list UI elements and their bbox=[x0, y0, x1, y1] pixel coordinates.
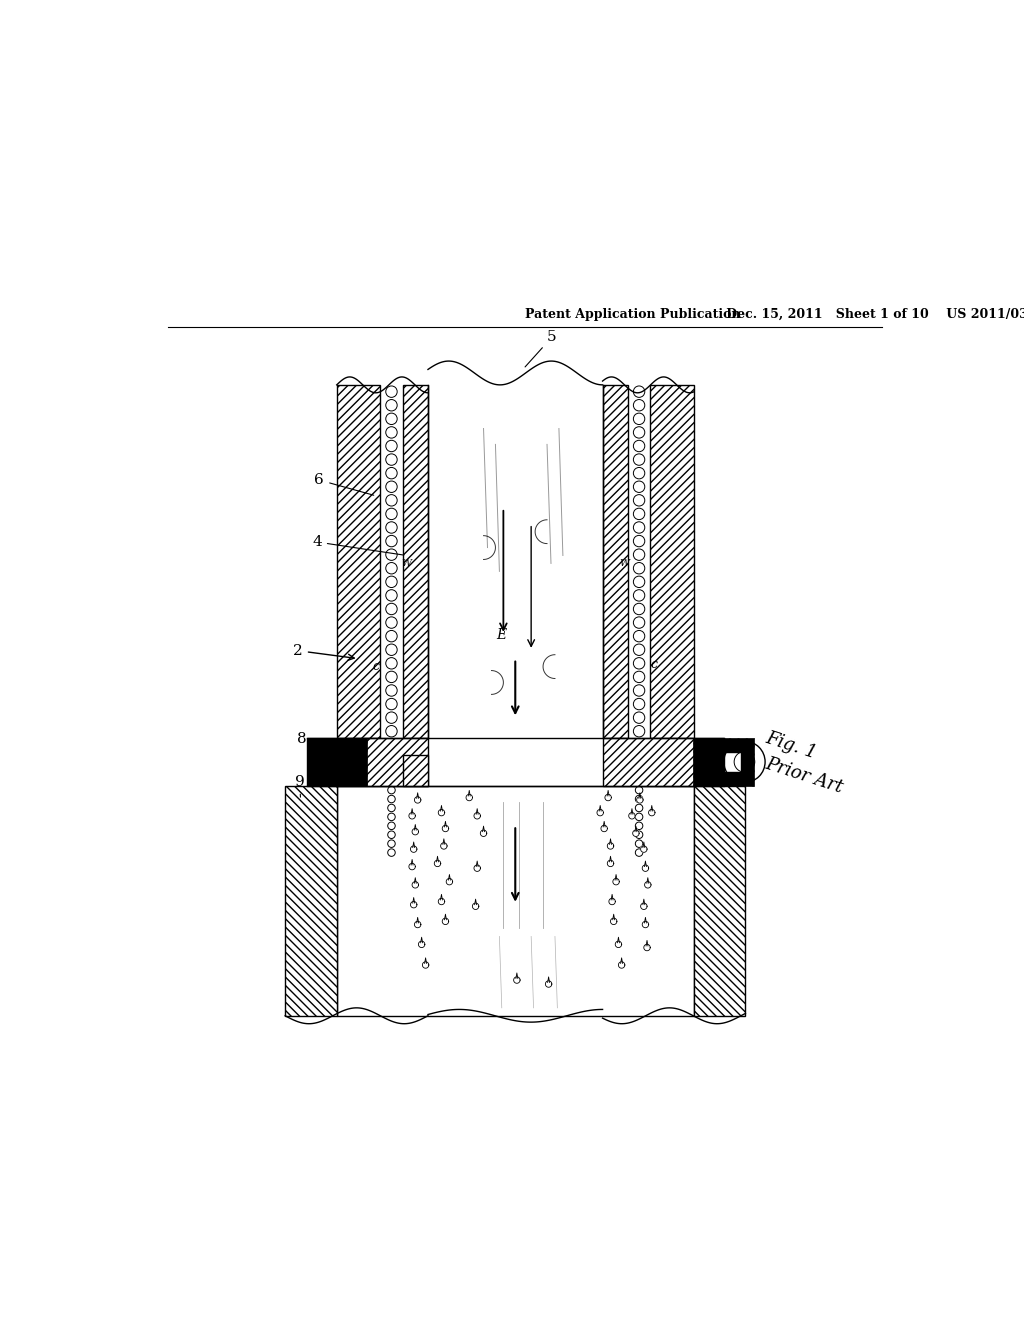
Polygon shape bbox=[440, 842, 447, 849]
Polygon shape bbox=[615, 941, 622, 948]
Polygon shape bbox=[612, 878, 620, 884]
Text: c: c bbox=[650, 657, 657, 671]
Polygon shape bbox=[607, 842, 613, 849]
Bar bbox=[694, 785, 745, 1016]
Polygon shape bbox=[618, 962, 625, 968]
Polygon shape bbox=[629, 813, 635, 818]
Polygon shape bbox=[438, 899, 444, 904]
Polygon shape bbox=[474, 813, 480, 818]
Bar bbox=[306, 738, 368, 785]
Bar bbox=[602, 385, 628, 738]
Text: 2: 2 bbox=[293, 644, 354, 660]
Polygon shape bbox=[472, 903, 479, 909]
Bar bbox=[724, 751, 740, 772]
Polygon shape bbox=[633, 830, 639, 837]
Polygon shape bbox=[546, 981, 552, 987]
Polygon shape bbox=[605, 795, 611, 801]
Polygon shape bbox=[411, 902, 417, 908]
Polygon shape bbox=[409, 813, 416, 818]
Text: 4: 4 bbox=[312, 535, 403, 556]
Text: Patent Application Publication: Patent Application Publication bbox=[524, 308, 740, 321]
Polygon shape bbox=[648, 809, 655, 816]
Polygon shape bbox=[597, 809, 603, 816]
Text: 6: 6 bbox=[314, 473, 374, 495]
Polygon shape bbox=[609, 899, 615, 904]
Polygon shape bbox=[438, 809, 444, 816]
Bar bbox=[285, 785, 337, 1016]
Text: W: W bbox=[401, 558, 412, 568]
Text: c: c bbox=[373, 660, 380, 673]
Polygon shape bbox=[422, 962, 429, 968]
Polygon shape bbox=[642, 865, 648, 871]
Polygon shape bbox=[610, 919, 616, 924]
Polygon shape bbox=[601, 825, 607, 832]
Polygon shape bbox=[412, 829, 419, 834]
Text: 5: 5 bbox=[525, 330, 557, 367]
Polygon shape bbox=[442, 919, 449, 924]
Text: Prior Art: Prior Art bbox=[763, 755, 845, 797]
Polygon shape bbox=[637, 797, 643, 803]
Polygon shape bbox=[644, 944, 650, 950]
Polygon shape bbox=[466, 795, 472, 801]
Polygon shape bbox=[644, 882, 651, 888]
Bar bbox=[337, 785, 694, 1016]
Text: W: W bbox=[618, 558, 629, 568]
Polygon shape bbox=[409, 863, 416, 870]
Text: E: E bbox=[496, 628, 506, 642]
Polygon shape bbox=[411, 846, 417, 853]
Text: Fig. 1: Fig. 1 bbox=[763, 729, 818, 763]
Polygon shape bbox=[412, 882, 419, 888]
Bar bbox=[337, 385, 380, 738]
Text: 8: 8 bbox=[297, 731, 325, 748]
Polygon shape bbox=[415, 921, 421, 928]
Polygon shape bbox=[641, 903, 647, 909]
Polygon shape bbox=[474, 865, 480, 871]
Polygon shape bbox=[415, 797, 421, 803]
Polygon shape bbox=[607, 861, 613, 867]
Polygon shape bbox=[480, 830, 486, 837]
Polygon shape bbox=[641, 846, 647, 853]
Bar bbox=[602, 738, 724, 785]
Text: Dec. 15, 2011   Sheet 1 of 10    US 2011/0306254 A1: Dec. 15, 2011 Sheet 1 of 10 US 2011/0306… bbox=[524, 308, 1024, 321]
Bar bbox=[650, 385, 694, 738]
Polygon shape bbox=[514, 977, 520, 983]
Text: 9: 9 bbox=[295, 775, 304, 797]
Polygon shape bbox=[442, 825, 449, 832]
Polygon shape bbox=[446, 878, 453, 884]
Bar bbox=[306, 738, 428, 785]
Bar bbox=[693, 738, 754, 785]
Bar bbox=[402, 755, 428, 785]
Polygon shape bbox=[642, 921, 648, 928]
Bar bbox=[428, 385, 602, 738]
Polygon shape bbox=[434, 861, 440, 867]
Bar bbox=[402, 385, 428, 738]
Polygon shape bbox=[419, 941, 425, 948]
